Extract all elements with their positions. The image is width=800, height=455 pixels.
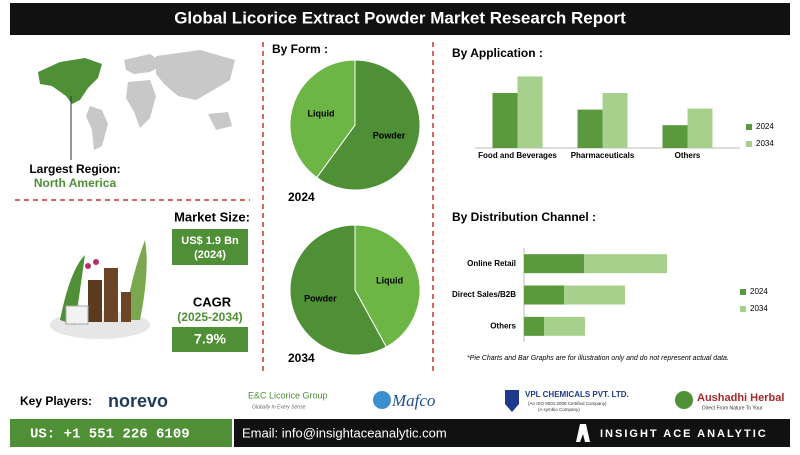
page-title: Global Licorice Extract Powder Market Re… <box>174 8 626 27</box>
player-tagline: Direct From Nature To Your <box>702 405 763 411</box>
x-tick-label: Pharmaceuticals <box>571 151 635 160</box>
bar-segment <box>584 254 667 274</box>
bar <box>577 109 603 148</box>
bar <box>517 76 543 148</box>
legend-label: 2034 <box>750 304 768 313</box>
logo-icon <box>373 391 391 409</box>
legend-swatch <box>740 289 746 295</box>
legend-label: 2034 <box>756 139 774 148</box>
market-size-box <box>172 229 248 265</box>
x-tick-label: Others <box>675 151 701 160</box>
logo-icon <box>505 390 519 412</box>
bar <box>492 93 518 148</box>
logo-icon <box>675 391 693 409</box>
pie-slice <box>289 224 387 356</box>
x-tick-label: Food and Beverages <box>478 151 557 160</box>
legend-swatch <box>740 306 746 312</box>
bar <box>662 125 688 148</box>
player-tagline: (An ISO 9001:2008 Certified Company) <box>528 401 607 406</box>
email: Email: info@insightaceanalytic.com <box>242 425 447 440</box>
slice-label: Powder <box>373 130 406 140</box>
title-bar <box>10 3 790 35</box>
world-map <box>38 50 235 160</box>
chart-subtitle: 2024 <box>288 190 315 204</box>
legend-label: 2024 <box>756 122 774 131</box>
key-players-label: Key Players: <box>20 394 92 408</box>
y-tick-label: Direct Sales/B2B <box>452 290 516 299</box>
cagr-value: 7.9% <box>194 331 226 347</box>
legend-swatch <box>746 124 752 130</box>
chart-subtitle: 2034 <box>288 351 315 365</box>
bar-segment <box>524 316 544 336</box>
phone-box <box>10 419 232 447</box>
player-logo: Aushadhi Herbal <box>697 392 784 404</box>
phone: US: +1 551 226 6109 <box>30 427 190 443</box>
footer-bar <box>234 419 790 447</box>
y-tick-label: Others <box>490 321 516 330</box>
pie-slice <box>316 59 421 191</box>
market-size-year: (2024) <box>194 249 226 261</box>
bar-segment <box>524 285 564 305</box>
bar <box>687 108 713 148</box>
y-tick-label: Online Retail <box>467 259 516 268</box>
slice-label: Liquid <box>376 275 403 285</box>
market-size-value: US$ 1.9 Bn <box>181 235 239 247</box>
bar-segment <box>544 316 585 336</box>
brand: INSIGHT ACE ANALYTIC <box>600 428 768 440</box>
chart-title: By Distribution Channel : <box>452 210 596 224</box>
region-value: North America <box>34 176 117 190</box>
pie-slice <box>354 224 421 348</box>
pie-slice <box>289 59 356 179</box>
bar <box>602 93 628 148</box>
cagr-box <box>172 327 248 352</box>
player-logo: norevo <box>108 391 168 411</box>
cagr-period: (2025-2034) <box>177 310 242 324</box>
player-tagline: Globally In Every Sense <box>252 404 306 410</box>
player-logo: VPL CHEMICALS PVT. LTD. <box>525 390 629 399</box>
bar-segment <box>564 285 625 305</box>
player-logo: E&C Licorice Group <box>248 390 328 400</box>
note: *Pie Charts and Bar Graphs are for illus… <box>467 355 729 362</box>
region-label: Largest Region: <box>29 162 120 176</box>
market-size-label: Market Size: <box>174 209 250 224</box>
slice-label: Liquid <box>307 108 334 118</box>
player-tagline: (A symbio Company) <box>538 407 580 412</box>
brand-icon <box>576 424 590 442</box>
legend-label: 2024 <box>750 287 768 296</box>
chart-title: By Form : <box>272 42 328 56</box>
bar-segment <box>524 254 584 274</box>
product-image <box>50 240 150 339</box>
chart-title: By Application : <box>452 46 543 60</box>
slice-label: Powder <box>304 293 337 303</box>
legend-swatch <box>746 141 752 147</box>
cagr-label: CAGR <box>193 294 232 309</box>
player-logo: Mafco <box>391 391 435 410</box>
